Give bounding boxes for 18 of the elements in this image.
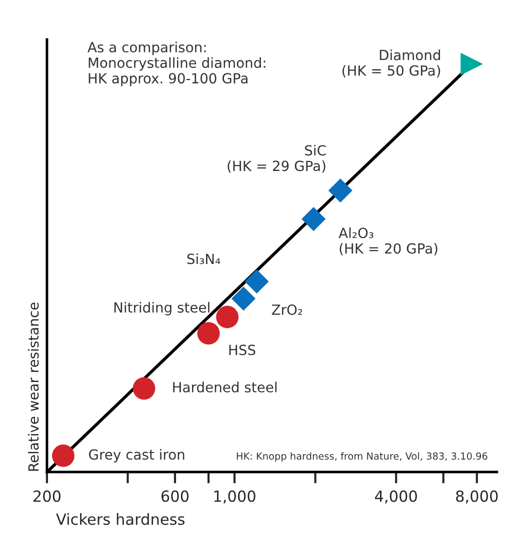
annotation: Si₃N₄: [187, 253, 220, 264]
annotation: Al₂O₃ (HK = 20 GPa): [338, 227, 438, 256]
annotation: As a comparison: Monocrystalline diamond: HK approx. 90-100 GPa: [88, 42, 266, 86]
x-tick-label: 600: [161, 490, 189, 502]
annotation: Grey cast iron: [89, 449, 184, 462]
x-tick-label: 1,000: [214, 490, 256, 504]
x-tick-label: 4,000: [374, 490, 417, 504]
x-tick-label: 200: [33, 490, 61, 502]
y-axis-title: Relative wear resistance: [28, 302, 39, 471]
annotation: SiC (HK = 29 GPa): [228, 144, 326, 173]
annotation: HK: Knopp hardness, from Nature, Vol, 383, 3.10.96: [236, 452, 488, 462]
x-axis-title: Vickers hardness: [56, 513, 185, 525]
annotation: ZrO₂: [272, 304, 302, 315]
annotation: Hardened steel: [173, 382, 276, 392]
x-tick-label: 8,000: [456, 490, 498, 504]
annotation: Nitriding steel: [114, 302, 210, 316]
annotation: Diamond (HK = 50 GPa): [342, 50, 440, 78]
annotation: HSS: [229, 344, 256, 356]
